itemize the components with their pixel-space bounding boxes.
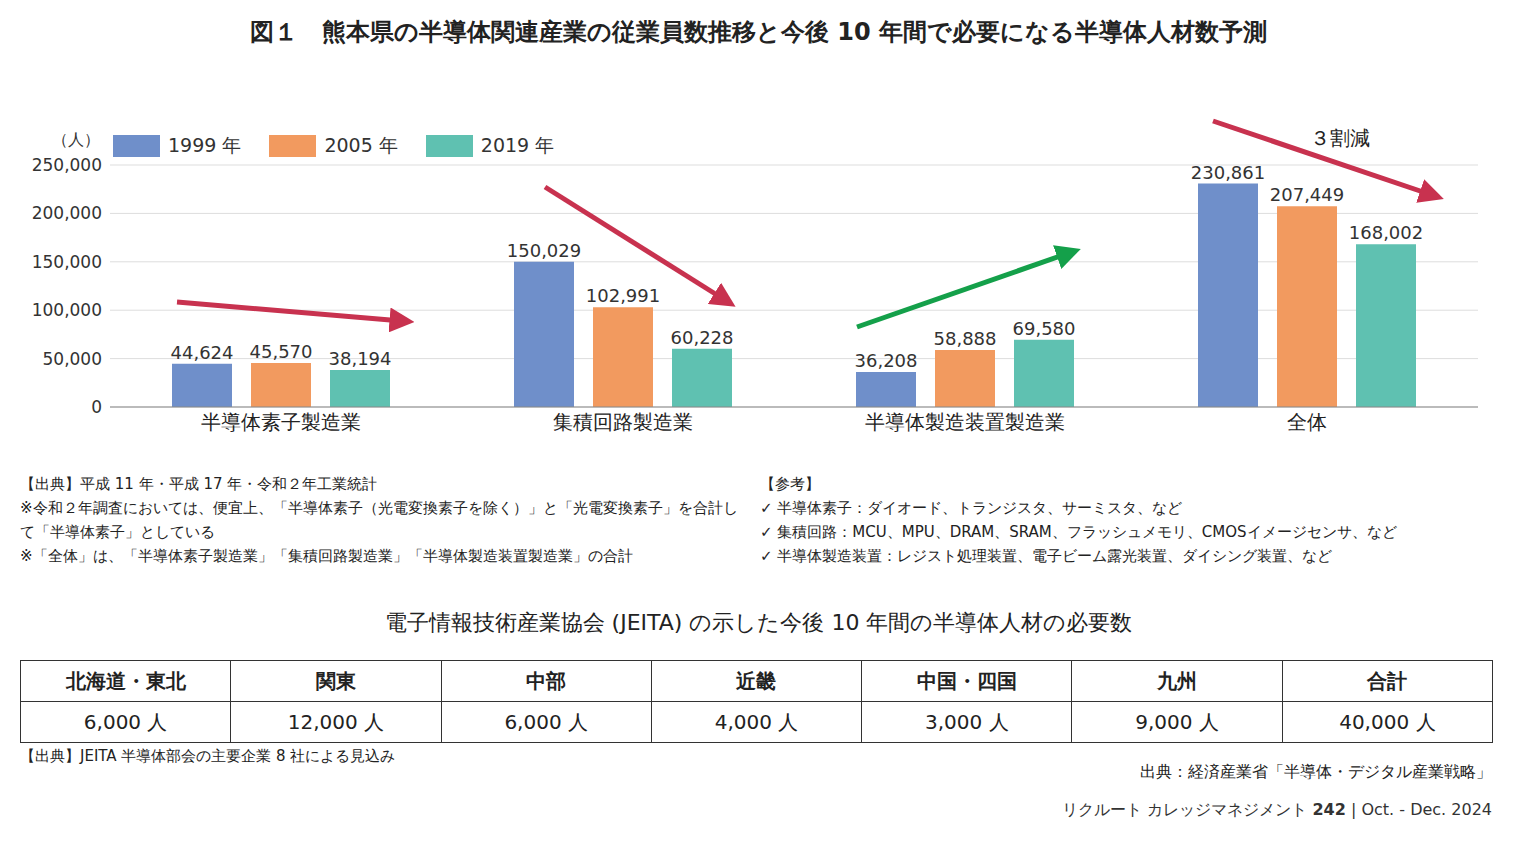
html-text:中部: 中部 bbox=[526, 668, 567, 693]
svg-text:38,194: 38,194 bbox=[329, 348, 392, 369]
svg-text:半導体製造装置製造業: 半導体製造装置製造業 bbox=[865, 410, 1065, 434]
svg-text:45,570: 45,570 bbox=[250, 341, 313, 362]
html-text:（人）: （人） bbox=[52, 130, 100, 149]
svg-text:44,624: 44,624 bbox=[171, 342, 234, 363]
svg-text:36,208: 36,208 bbox=[855, 350, 918, 371]
html-text:✓ 半導体素子：ダイオード、トランジスタ、サーミスタ、など: ✓ 半導体素子：ダイオード、トランジスタ、サーミスタ、など bbox=[760, 499, 1183, 517]
svg-text:69,580: 69,580 bbox=[1013, 318, 1076, 339]
svg-text:全体: 全体 bbox=[1287, 410, 1327, 434]
html-text:【出典】平成 11 年・平成 17 年・令和２年工業統計: 【出典】平成 11 年・平成 17 年・令和２年工業統計 bbox=[20, 475, 378, 493]
svg-text:230,861: 230,861 bbox=[1191, 162, 1265, 183]
html-text:中国・四国: 中国・四国 bbox=[916, 668, 1017, 693]
html-text:北海道・東北: 北海道・東北 bbox=[65, 668, 186, 693]
html-text:4,000 人: 4,000 人 bbox=[714, 709, 799, 734]
html-text:【出典】JEITA 半導体部会の主要企業 8 社による見込み: 【出典】JEITA 半導体部会の主要企業 8 社による見込み bbox=[20, 747, 396, 765]
svg-text:60,228: 60,228 bbox=[671, 327, 734, 348]
svg-text:150,029: 150,029 bbox=[507, 240, 581, 261]
html-text:※令和２年調査においては、便宜上、「半導体素子（光電変換素子: ※令和２年調査においては、便宜上、「半導体素子（光電変換素子を除く）」と「光電変… bbox=[20, 499, 738, 541]
html-text:✓ 半導体製造装置：レジスト処理装置、電子ビーム露光装置、ダ: ✓ 半導体製造装置：レジスト処理装置、電子ビーム露光装置、ダイシング装置、など bbox=[760, 547, 1333, 565]
svg-text:207,449: 207,449 bbox=[1270, 184, 1344, 205]
html-text:2005 年: 2005 年 bbox=[324, 134, 398, 156]
html-text:40,000 人: 40,000 人 bbox=[1339, 709, 1436, 734]
svg-text:200,000: 200,000 bbox=[32, 203, 102, 223]
svg-text:168,002: 168,002 bbox=[1349, 222, 1423, 243]
html-text:合計: 合計 bbox=[1367, 668, 1408, 693]
html-text:✓ 集積回路：MCU、MPU、DRAM、SRAM、フラッシュ: ✓ 集積回路：MCU、MPU、DRAM、SRAM、フラッシュメモリ、CMOSイメ… bbox=[760, 523, 1397, 541]
html-text:2019 年: 2019 年 bbox=[480, 134, 555, 156]
html-text:関東: 関東 bbox=[315, 668, 356, 693]
html-text:12,000 人: 12,000 人 bbox=[287, 709, 385, 734]
html-text:6,000 人: 6,000 人 bbox=[504, 709, 588, 734]
html-text:1999 年: 1999 年 bbox=[168, 134, 242, 156]
svg-text:100,000: 100,000 bbox=[32, 300, 102, 320]
svg-text:半導体素子製造業: 半導体素子製造業 bbox=[201, 410, 361, 434]
html-text:電子情報技術産業協会 (JEITA) の示した今後 10 年: 電子情報技術産業協会 (JEITA) の示した今後 10 年間の半導体人材の必要… bbox=[384, 610, 1133, 635]
html-text:9,000 人: 9,000 人 bbox=[1135, 709, 1219, 734]
svg-text:150,000: 150,000 bbox=[32, 252, 102, 272]
html-text:出典：経済産業省「半導体・デジタル産業戦略」: 出典：経済産業省「半導体・デジタル産業戦略」 bbox=[1140, 762, 1492, 781]
svg-text:250,000: 250,000 bbox=[32, 155, 102, 175]
svg-text:0: 0 bbox=[91, 397, 102, 417]
html-text:近畿: 近畿 bbox=[736, 668, 777, 693]
html-text:リクルート カレッジマネジメント 242 | Oct. -: リクルート カレッジマネジメント 242 | Oct. - Dec. 2024 bbox=[1062, 800, 1492, 819]
html-text:6,000 人: 6,000 人 bbox=[83, 709, 168, 734]
svg-text:50,000: 50,000 bbox=[43, 349, 102, 369]
svg-text:102,991: 102,991 bbox=[586, 285, 660, 306]
html-text:九州: 九州 bbox=[1157, 668, 1197, 693]
html-text:【参考】: 【参考】 bbox=[760, 475, 820, 493]
html-text:3,000 人: 3,000 人 bbox=[925, 709, 1009, 734]
svg-text:58,888: 58,888 bbox=[934, 328, 997, 349]
html-text:３割減: ３割減 bbox=[1310, 126, 1370, 150]
html-text:※「全体」は、「半導体素子製造業」「集積回路製造業」「半導体: ※「全体」は、「半導体素子製造業」「集積回路製造業」「半導体製造装置製造業」の合… bbox=[20, 547, 633, 565]
html-text:図１ 熊本県の半導体関連産業の従業員数推移と今後 10 年間: 図１ 熊本県の半導体関連産業の従業員数推移と今後 10 年間で必要になる半導体人… bbox=[249, 18, 1267, 46]
svg-text:集積回路製造業: 集積回路製造業 bbox=[553, 410, 693, 434]
